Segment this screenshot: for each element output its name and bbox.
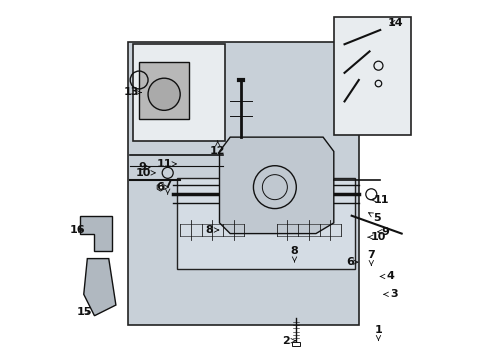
Text: 6: 6 [345,257,357,267]
Text: 4: 4 [380,271,393,282]
Bar [133,44,224,141]
Text: 10: 10 [136,168,155,178]
Text: 9: 9 [138,162,150,172]
Text: 8: 8 [290,247,298,262]
Text: 3: 3 [383,289,397,299]
Bar [128,42,358,325]
Circle shape [148,78,180,111]
Text: 11: 11 [370,195,388,204]
Polygon shape [83,258,116,316]
Text: 7: 7 [163,179,171,194]
Bar [139,62,189,119]
Bar [176,178,354,269]
Text: 7: 7 [366,250,374,266]
Bar [292,342,300,346]
Text: 1: 1 [374,325,382,341]
Text: 6: 6 [156,182,168,192]
Text: 15: 15 [77,307,92,317]
Text: 11: 11 [157,159,176,169]
Text: 14: 14 [387,18,403,28]
Text: 8: 8 [204,225,218,235]
Text: 5: 5 [368,212,380,222]
Polygon shape [219,137,333,234]
Text: 12: 12 [209,141,225,157]
Polygon shape [157,183,163,191]
Text: 13: 13 [123,87,141,98]
Text: 9: 9 [377,227,389,237]
Polygon shape [80,216,112,251]
Bar [333,18,410,135]
Text: 10: 10 [367,232,386,242]
Text: 2: 2 [281,336,295,346]
Text: 16: 16 [70,225,85,235]
